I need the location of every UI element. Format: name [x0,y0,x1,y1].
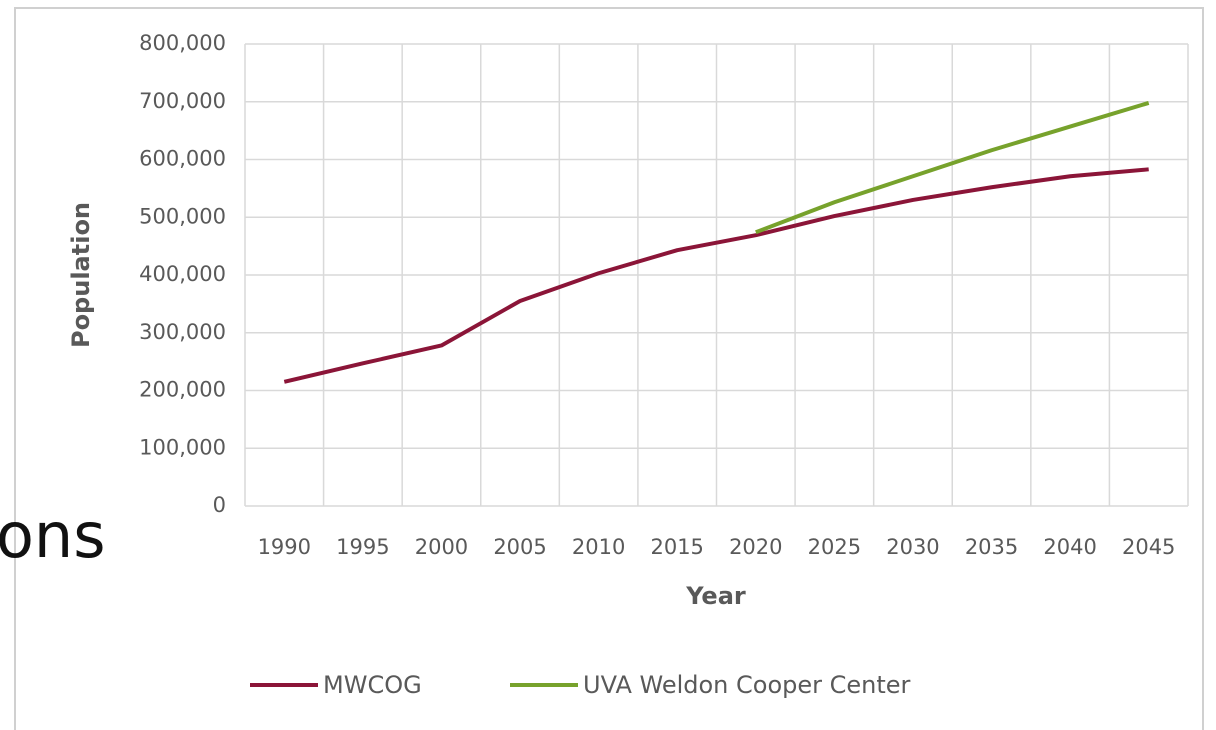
x-tick-label: 2025 [808,535,861,559]
background-text: ons [0,499,106,572]
y-tick-label: 600,000 [139,147,226,171]
y-tick-label: 0 [213,493,226,517]
y-tick-label: 400,000 [139,262,226,286]
x-tick-label: 2040 [1043,535,1096,559]
x-tick-label: 2005 [493,535,546,559]
x-tick-label: 1990 [258,535,311,559]
series-line [755,100,1150,235]
y-tick-label: 500,000 [139,204,226,228]
x-tick-label: 2000 [415,535,468,559]
x-tick-label: 2045 [1122,535,1175,559]
series-line [283,167,1149,384]
y-tick-label: 300,000 [139,320,226,344]
legend-label: MWCOG [323,671,422,699]
y-axis-title: Population [67,202,95,348]
y-tick-label: 700,000 [139,89,226,113]
y-tick-label: 200,000 [139,378,226,402]
frame [14,7,1204,730]
y-tick-label: 100,000 [139,435,226,459]
legend-label: UVA Weldon Cooper Center [583,671,911,699]
x-tick-label: 2035 [965,535,1018,559]
x-tick-label: 2010 [572,535,625,559]
y-tick-label: 800,000 [139,31,226,55]
x-tick-label: 2015 [650,535,703,559]
x-tick-label: 2030 [886,535,939,559]
x-tick-label: 2020 [729,535,782,559]
x-tick-label: 1995 [336,535,389,559]
x-axis-title: Year [685,582,746,610]
